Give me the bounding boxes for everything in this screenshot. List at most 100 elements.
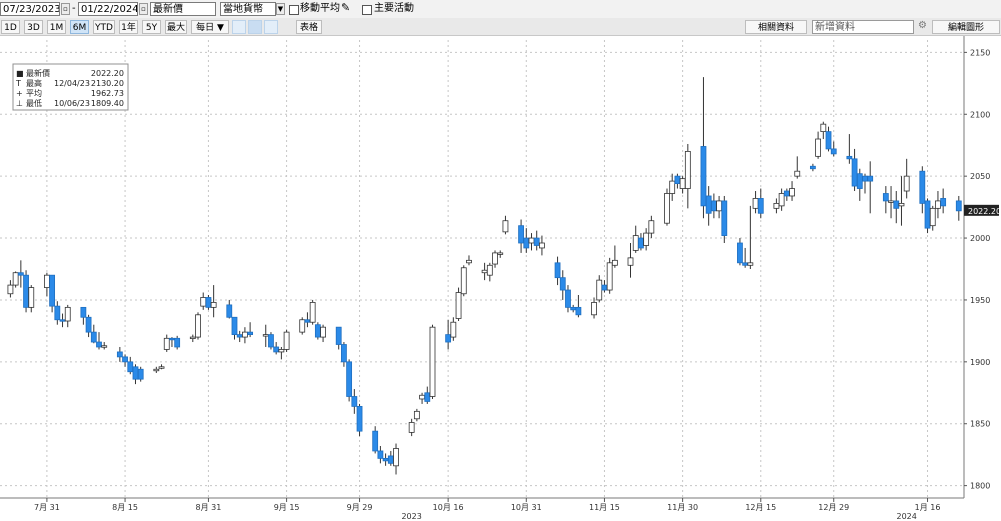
candle xyxy=(752,191,759,214)
candle-body-down xyxy=(85,316,92,333)
period-6m-button[interactable]: 6M xyxy=(70,20,89,34)
start-date-input[interactable]: 07/23/2023 xyxy=(0,2,60,16)
candle xyxy=(492,250,498,268)
candle xyxy=(815,131,821,159)
candle-body-up xyxy=(486,264,493,276)
candle xyxy=(466,255,472,266)
last-price-flag-bg xyxy=(964,204,999,216)
candle xyxy=(210,285,217,318)
candle-body-down xyxy=(226,304,233,318)
candle-body-up xyxy=(752,198,759,209)
legend-value-last: 2022.20 xyxy=(91,69,124,78)
candle xyxy=(101,342,108,350)
candle-body-down xyxy=(23,274,29,308)
candle-body-down xyxy=(80,306,87,318)
candle xyxy=(54,301,61,325)
currency-dropdown-arrow-icon[interactable]: ▼ xyxy=(276,3,285,15)
end-calendar-icon[interactable]: ▫ xyxy=(139,3,148,15)
candle-body-down xyxy=(830,148,837,155)
start-calendar-icon[interactable]: ▫ xyxy=(61,3,70,15)
table-button[interactable]: 表格 xyxy=(296,20,322,34)
candle-body-up xyxy=(320,326,326,338)
frequency-select[interactable]: 每日 ▼ xyxy=(191,20,229,34)
candle xyxy=(903,158,910,199)
candle xyxy=(601,280,608,293)
candle xyxy=(809,163,816,172)
candle-body-up xyxy=(627,257,634,266)
candle-body-down xyxy=(809,165,816,170)
candle xyxy=(747,205,754,269)
period-5y-button[interactable]: 5Y xyxy=(142,20,161,34)
style-toggle-2[interactable] xyxy=(248,20,262,34)
candle-body-down xyxy=(940,198,947,207)
related-data-button[interactable]: 相關資料 xyxy=(745,20,807,34)
style-toggle-1[interactable] xyxy=(232,20,246,34)
candle-body-down xyxy=(565,289,571,308)
candle-body-down xyxy=(757,198,764,214)
candle-body-up xyxy=(684,151,691,189)
x-tick-label: 10月 31 xyxy=(511,503,542,512)
price-type-select[interactable]: 最新價 xyxy=(150,2,216,16)
candle xyxy=(924,198,931,234)
new-data-input[interactable]: 新增資料 xyxy=(812,20,914,34)
grid-layer xyxy=(0,36,965,499)
legend-name-low: 最低 xyxy=(26,98,42,108)
edit-chart-button[interactable]: 編輯圖形 xyxy=(932,20,1000,34)
candle xyxy=(648,215,655,239)
style-toggle-3[interactable] xyxy=(264,20,278,34)
moving-average-checkbox[interactable] xyxy=(289,5,299,15)
candle xyxy=(132,364,139,385)
candle xyxy=(393,443,399,475)
legend-name-avg: 平均 xyxy=(26,88,42,98)
pencil-icon[interactable]: ✎ xyxy=(341,1,351,14)
candle xyxy=(137,366,144,382)
period-max-button[interactable]: 最大 xyxy=(165,20,187,34)
period-1y-button[interactable]: 1年 xyxy=(119,20,138,34)
candle-body-down xyxy=(575,306,582,316)
candle xyxy=(12,271,19,288)
candle-body-up xyxy=(429,326,436,397)
candle-body-up xyxy=(455,292,462,319)
candle xyxy=(242,327,248,344)
candle-body-up xyxy=(648,220,655,234)
x-year-label: 2024 xyxy=(897,512,917,521)
candle xyxy=(231,316,238,340)
currency-select[interactable]: 當地貨幣 xyxy=(220,2,276,16)
period-ytd-button[interactable]: YTD xyxy=(93,20,115,34)
legend-name-last: 最新價 xyxy=(26,68,50,78)
candle xyxy=(778,188,785,211)
candle xyxy=(226,299,233,319)
settings-icon[interactable]: ⚙ xyxy=(918,20,927,31)
candle-body-up xyxy=(929,207,936,227)
candle xyxy=(408,418,415,437)
period-1m-button[interactable]: 1M xyxy=(47,20,66,34)
key-events-checkbox[interactable] xyxy=(362,5,372,15)
candle-body-up xyxy=(716,200,722,212)
candle-body-down xyxy=(601,284,608,291)
x-tick-label: 12月 29 xyxy=(818,503,849,512)
period-3d-button[interactable]: 3D xyxy=(24,20,43,34)
end-date-input[interactable]: 01/22/2024 xyxy=(78,2,138,16)
candle-body-up xyxy=(898,202,905,207)
period-1d-button[interactable]: 1D xyxy=(1,20,20,34)
candle xyxy=(757,188,764,219)
candle-body-up xyxy=(189,336,196,339)
candle xyxy=(929,205,936,231)
candle-body-down xyxy=(205,297,212,308)
candle xyxy=(382,453,389,466)
candle xyxy=(413,408,420,422)
candle-body-down xyxy=(382,457,389,462)
candle xyxy=(341,342,347,367)
candle xyxy=(195,312,201,340)
candle-body-up xyxy=(419,394,425,400)
candle xyxy=(955,195,962,221)
candle-body-up xyxy=(278,349,285,353)
candle-body-up xyxy=(773,202,780,209)
candlestick-chart: 1800 1850 1900 1950 2000 2050 2100 2150 7月 31 8月… xyxy=(0,36,1001,521)
y-tick-label: 1850 xyxy=(970,420,990,429)
candle xyxy=(299,317,306,335)
legend-box: ■ 最新價 2022.20 T 最高 12/04/23 2130.20 + 平均… xyxy=(12,63,129,111)
candle-body-up xyxy=(643,232,650,246)
legend-date-high: 12/04/23 xyxy=(54,79,90,88)
candle-body-up xyxy=(408,422,415,433)
